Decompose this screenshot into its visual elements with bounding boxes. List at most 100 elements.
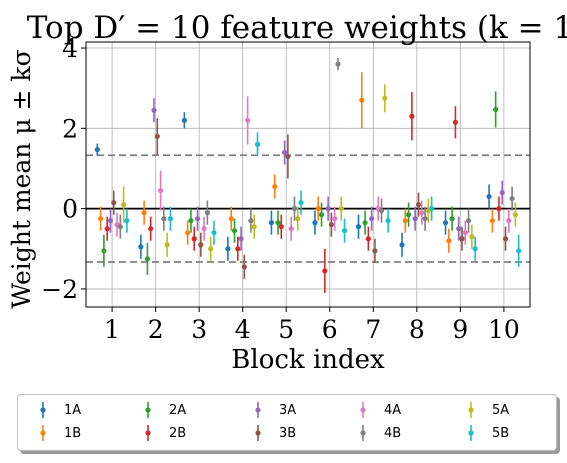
data-point — [512, 212, 518, 218]
legend-item-4A: 4A — [358, 401, 401, 419]
data-point — [456, 226, 462, 232]
data-point — [341, 228, 348, 234]
legend-item-1A: 1A — [38, 401, 81, 419]
data-point — [315, 206, 321, 212]
data-point — [318, 212, 325, 218]
data-point — [385, 218, 391, 224]
series-2B — [104, 92, 502, 293]
legend-marker — [40, 402, 46, 418]
data-point — [241, 264, 247, 270]
data-point — [378, 208, 385, 214]
data-point — [402, 218, 408, 224]
y-axis-label: Weight mean μ ± kσ — [7, 49, 36, 308]
data-point — [472, 246, 478, 252]
data-point — [496, 206, 502, 212]
data-point — [328, 222, 335, 228]
data-point — [98, 216, 104, 222]
series-1A — [94, 112, 492, 261]
legend-marker — [468, 402, 474, 418]
data-point — [151, 107, 157, 113]
data-point — [275, 220, 281, 226]
data-series — [94, 58, 522, 293]
data-point — [412, 216, 418, 222]
data-point — [295, 216, 301, 222]
data-point — [462, 230, 468, 236]
data-point — [506, 218, 512, 224]
data-point — [94, 147, 100, 153]
data-point — [369, 216, 375, 222]
data-point — [399, 242, 405, 248]
data-point — [285, 153, 291, 160]
data-point — [446, 238, 452, 244]
data-point — [372, 248, 378, 254]
data-point — [188, 218, 194, 224]
legend-item-2A: 2A — [143, 401, 186, 419]
data-point — [117, 224, 123, 230]
x-tick-label: 2 — [148, 315, 164, 344]
legend-marker — [360, 425, 366, 441]
data-point — [406, 212, 412, 218]
legend-label: 2A — [169, 402, 187, 418]
data-point — [509, 195, 515, 202]
x-tick-label: 6 — [322, 315, 338, 344]
data-point — [245, 117, 251, 123]
legend-marker — [145, 402, 151, 418]
legend-label: 4A — [384, 402, 402, 418]
data-point — [338, 206, 344, 212]
data-point — [516, 248, 522, 254]
data-point — [268, 220, 275, 226]
data-point — [419, 210, 425, 216]
data-point — [201, 226, 207, 232]
plot-frame — [85, 41, 531, 308]
data-point — [185, 230, 191, 236]
data-point — [124, 218, 130, 224]
data-point — [225, 246, 231, 252]
legend-item-5A: 5A — [466, 401, 509, 419]
legend-item-4B: 4B — [358, 424, 401, 442]
legend-item-3A: 3A — [253, 401, 296, 419]
data-point — [355, 224, 362, 230]
data-point — [312, 220, 318, 226]
data-point — [191, 236, 197, 242]
data-point — [198, 242, 204, 248]
x-tick-label: 8 — [409, 315, 425, 344]
series-1B — [98, 72, 495, 253]
legend-label: 1B — [64, 425, 82, 441]
data-point — [254, 141, 261, 147]
y-tick-label: 2 — [62, 114, 78, 143]
legend-marker — [40, 425, 46, 441]
series-3A — [107, 98, 505, 251]
y-tick-label: 0 — [62, 195, 78, 224]
legend-item-2B: 2B — [143, 424, 186, 442]
legend-item-5B: 5B — [466, 424, 509, 442]
x-tick-label: 7 — [365, 315, 381, 344]
data-point — [251, 224, 257, 230]
data-point — [111, 200, 117, 206]
data-point — [449, 216, 455, 222]
legend-label: 1A — [64, 402, 82, 418]
legend-label: 3A — [279, 402, 297, 418]
data-point — [154, 133, 160, 139]
legend-marker — [145, 425, 151, 441]
data-point — [211, 230, 217, 236]
data-point — [382, 95, 388, 101]
series-4B — [117, 58, 515, 239]
series-5A — [121, 84, 518, 261]
data-point — [422, 216, 428, 222]
data-point — [469, 234, 475, 240]
x-axis-label: Block index — [231, 345, 385, 375]
x-tick-label: 1 — [104, 315, 120, 344]
data-point — [281, 149, 288, 156]
data-point — [164, 242, 170, 248]
data-point — [365, 236, 371, 242]
data-point — [278, 224, 284, 230]
data-point — [452, 119, 459, 125]
data-point — [415, 202, 422, 208]
legend-label: 4B — [384, 425, 402, 441]
x-tick-label: 9 — [452, 315, 468, 344]
series-4A — [114, 96, 512, 245]
reference-lines — [86, 154, 530, 263]
data-point — [325, 206, 331, 212]
series-3B — [111, 118, 509, 279]
